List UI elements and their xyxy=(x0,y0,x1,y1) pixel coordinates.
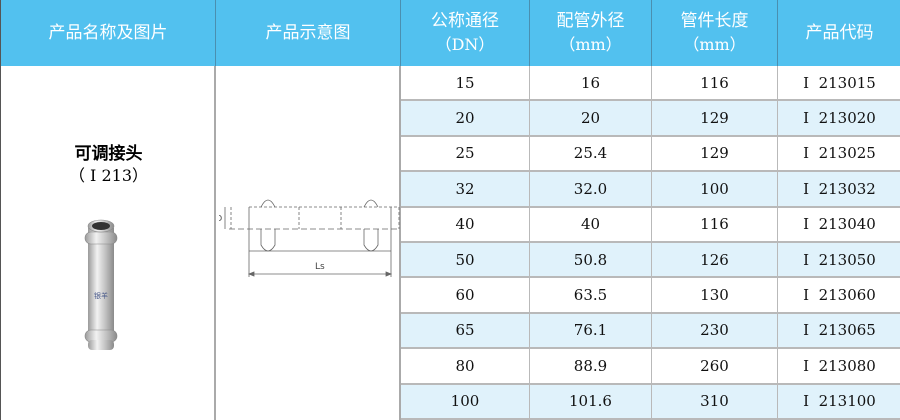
header-od: 配管外径 （mm） xyxy=(530,0,652,66)
code-cell: I 213040 xyxy=(803,215,876,234)
table-row: 25 25.4 129 I 213025 xyxy=(401,136,900,173)
length-cell: 130 xyxy=(652,278,778,312)
length-cell: 230 xyxy=(652,313,778,348)
logo-text: 银羊 xyxy=(94,291,108,300)
table-row: 20 20 129 I 213020 xyxy=(401,101,900,137)
header-diagram: 产品示意图 xyxy=(216,0,401,66)
header-label: 管件长度 xyxy=(680,11,749,31)
table-row: 100 101.6 310 I 213100 xyxy=(401,384,900,420)
dn-cell: 32 xyxy=(401,172,530,206)
table-row: 50 50.8 126 I 213050 xyxy=(401,243,900,279)
od-cell: 40 xyxy=(530,207,652,241)
product-cell xyxy=(1,66,216,420)
od-cell: 20 xyxy=(530,101,652,135)
product-name: 可调接头 xyxy=(74,144,143,164)
header-label: 公称通径 xyxy=(431,11,499,31)
od-cell: 25.4 xyxy=(530,136,652,171)
table-row: 65 76.1 230 I 213065 xyxy=(401,313,900,350)
length-cell: 129 xyxy=(652,136,778,171)
header-unit: （mm） xyxy=(559,35,622,54)
od-cell: 63.5 xyxy=(530,278,652,312)
length-cell: 116 xyxy=(652,207,778,241)
table-row: 60 63.5 130 I 213060 xyxy=(401,278,900,314)
code-cell: I 213080 xyxy=(803,356,876,375)
table-row: 15 16 116 I 213015 xyxy=(401,66,900,102)
header-label: 产品代码 xyxy=(805,23,874,43)
code-cell: I 213020 xyxy=(803,109,876,128)
od-cell: 32.0 xyxy=(530,172,652,206)
dn-cell: 20 xyxy=(401,101,530,135)
code-cell: I 213025 xyxy=(803,144,876,163)
coupling-diagram: D Ls xyxy=(219,199,400,277)
code-cell: I 213060 xyxy=(803,286,876,305)
dn-cell: 65 xyxy=(401,313,530,348)
od-cell: 76.1 xyxy=(530,313,652,348)
header-length: 管件长度 （mm） xyxy=(652,0,778,66)
code-cell: I 213050 xyxy=(803,250,876,269)
od-cell: 88.9 xyxy=(530,349,652,383)
header-unit: （mm） xyxy=(683,35,746,54)
code-cell: I 213015 xyxy=(803,73,876,92)
header-label: 配管外径 xyxy=(556,11,625,31)
diagram-cell xyxy=(216,66,401,420)
header-label: 产品名称及图片 xyxy=(48,23,168,43)
diagram-label-ls: Ls xyxy=(315,262,325,272)
length-cell: 126 xyxy=(652,243,778,277)
header-code: 产品代码 xyxy=(778,0,900,66)
length-cell: 129 xyxy=(652,101,778,135)
dn-cell: 50 xyxy=(401,243,530,277)
dn-cell: 40 xyxy=(401,207,530,241)
dn-cell: 100 xyxy=(401,384,530,418)
length-cell: 310 xyxy=(652,384,778,418)
header-unit: （DN） xyxy=(435,35,495,54)
header-product-name: 产品名称及图片 xyxy=(1,0,216,66)
header-dn: 公称通径 （DN） xyxy=(401,0,530,66)
code-cell: I 213065 xyxy=(803,321,876,340)
dn-cell: 80 xyxy=(401,349,530,383)
product-code: （ I 213） xyxy=(68,166,149,185)
od-cell: 16 xyxy=(530,66,652,100)
od-cell: 101.6 xyxy=(530,384,652,418)
od-cell: 50.8 xyxy=(530,243,652,277)
code-cell: I 213100 xyxy=(803,392,876,411)
code-cell: I 213032 xyxy=(803,179,876,198)
length-cell: 260 xyxy=(652,349,778,383)
table-row: 40 40 116 I 213040 xyxy=(401,207,900,243)
dn-cell: 60 xyxy=(401,278,530,312)
table-row: 32 32.0 100 I 213032 xyxy=(401,172,900,208)
length-cell: 100 xyxy=(652,172,778,206)
diagram-label-d: D xyxy=(219,214,222,223)
dn-cell: 15 xyxy=(401,66,530,100)
length-cell: 116 xyxy=(652,66,778,100)
header-label: 产品示意图 xyxy=(265,23,351,43)
dn-cell: 25 xyxy=(401,136,530,171)
pipe-coupling-photo: 银羊 xyxy=(84,219,118,350)
table-row: 80 88.9 260 I 213080 xyxy=(401,349,900,385)
